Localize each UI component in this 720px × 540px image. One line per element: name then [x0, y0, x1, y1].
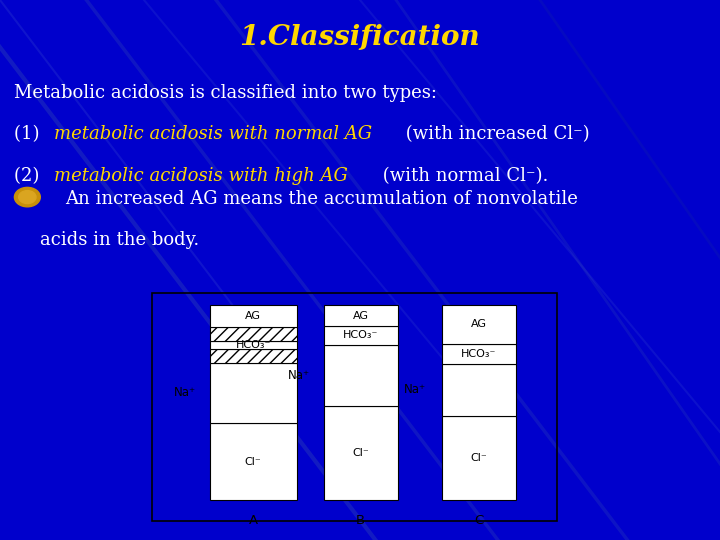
Bar	[210, 423, 297, 500]
Bar	[441, 416, 516, 500]
Text: C: C	[474, 514, 483, 527]
Text: B: B	[356, 514, 365, 527]
Text: metabolic acidosis with normal AG: metabolic acidosis with normal AG	[54, 125, 372, 143]
Bar	[210, 363, 297, 423]
Text: Cl⁻: Cl⁻	[352, 448, 369, 458]
Text: (with increased Cl⁻): (with increased Cl⁻)	[400, 125, 589, 143]
Text: Na⁺: Na⁺	[404, 383, 426, 396]
Bar	[323, 406, 398, 500]
Text: Cl⁻: Cl⁻	[470, 453, 487, 463]
Text: Cl⁻: Cl⁻	[245, 456, 261, 467]
Bar	[441, 305, 516, 344]
Text: (with normal Cl⁻).: (with normal Cl⁻).	[377, 167, 549, 185]
Circle shape	[14, 187, 40, 207]
Text: acids in the body.: acids in the body.	[40, 231, 199, 249]
Text: HCO₃⁻: HCO₃⁻	[235, 340, 271, 350]
Text: An increased AG means the accumulation of nonvolatile: An increased AG means the accumulation o…	[65, 190, 577, 208]
Text: 1.Classification: 1.Classification	[240, 24, 480, 51]
Text: Na⁺: Na⁺	[174, 387, 196, 400]
Bar	[210, 341, 297, 349]
Bar	[323, 345, 398, 406]
Text: Na⁺: Na⁺	[288, 369, 310, 382]
Circle shape	[19, 191, 36, 204]
Text: Metabolic acidosis is classified into two types:: Metabolic acidosis is classified into tw…	[14, 84, 438, 102]
Text: AG: AG	[246, 311, 261, 321]
Text: HCO₃⁻: HCO₃⁻	[461, 349, 497, 359]
Bar	[210, 349, 297, 363]
Bar	[210, 305, 297, 327]
Text: HCO₃⁻: HCO₃⁻	[343, 330, 379, 340]
Text: (1): (1)	[14, 125, 45, 143]
Bar	[323, 305, 398, 326]
Text: metabolic acidosis with high AG: metabolic acidosis with high AG	[54, 167, 348, 185]
Bar	[210, 327, 297, 341]
Text: AG: AG	[353, 310, 369, 321]
Text: AG: AG	[471, 320, 487, 329]
Bar	[323, 326, 398, 345]
Text: A: A	[248, 514, 258, 527]
Bar	[441, 363, 516, 416]
Text: (2): (2)	[14, 167, 45, 185]
Bar	[441, 344, 516, 363]
